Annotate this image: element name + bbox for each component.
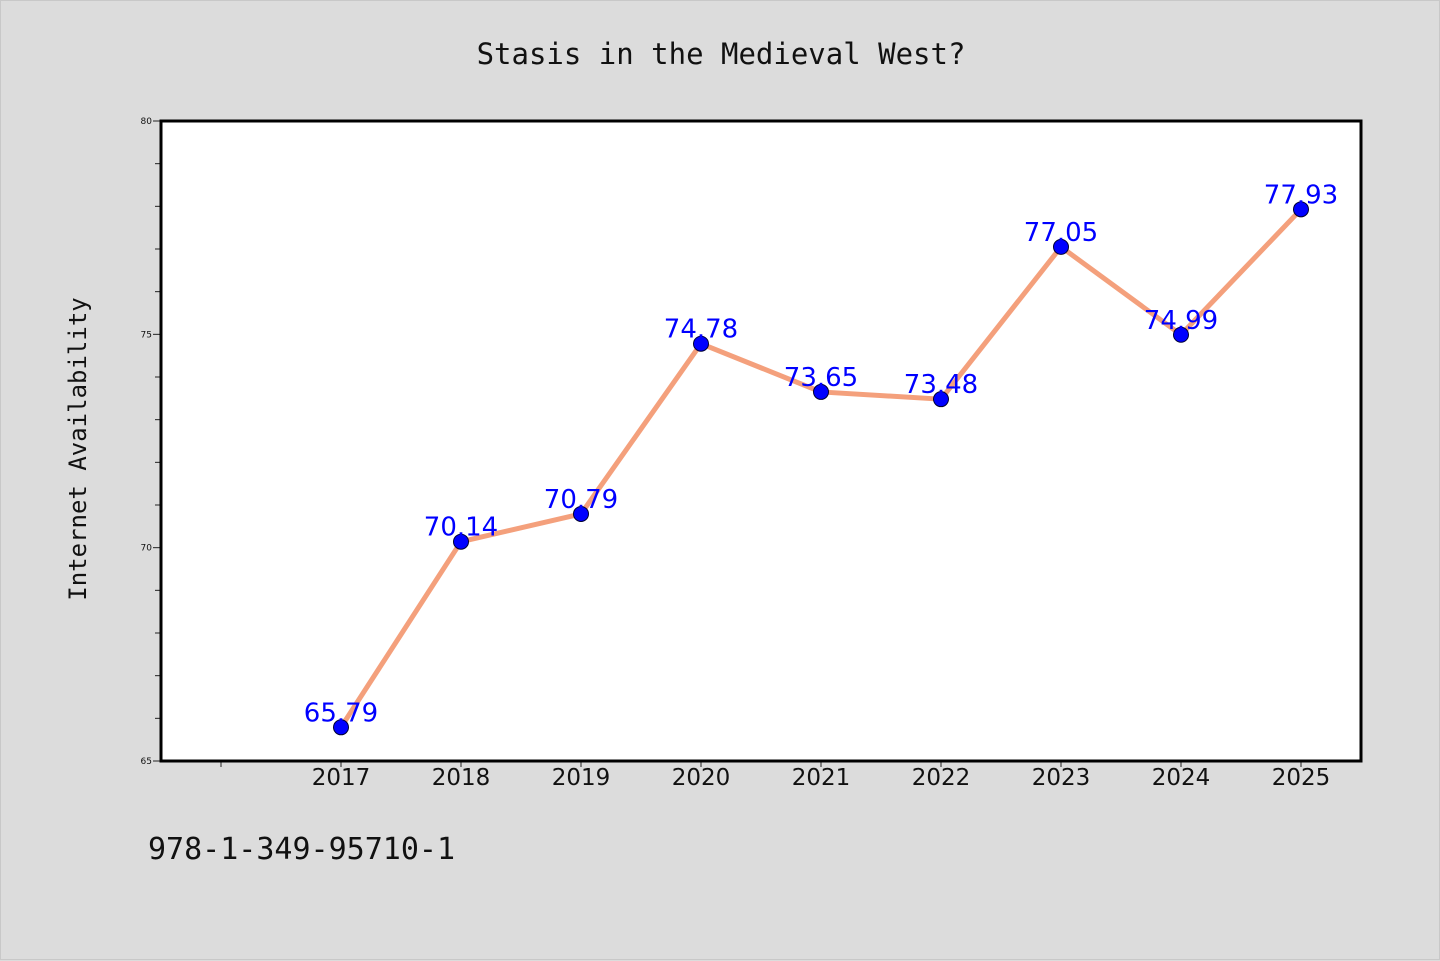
x-tick-label: 2023 [1032,765,1091,791]
x-tick-label: 2025 [1272,765,1331,791]
x-tick-label: 2022 [912,765,971,791]
data-point [1173,326,1189,343]
plot-background [161,121,1361,761]
chart-title: Stasis in the Medieval West? [477,37,966,71]
data-point [693,335,709,352]
x-tick-label: 2017 [312,765,371,791]
data-label: 77.93 [1264,180,1338,210]
data-label: 65.79 [304,698,378,728]
y-tick-label: 65 [141,757,152,767]
y-tick-label: 70 [141,544,153,554]
isbn-code: 978-1-349-95710-1 [148,832,456,867]
data-point [1293,201,1309,218]
data-point [333,719,349,736]
data-label: 74.99 [1144,306,1218,336]
data-label: 73.48 [904,370,978,400]
data-label: 70.79 [544,485,618,515]
data-point [933,391,949,408]
y-axis-label: Internet Availability [64,297,92,600]
y-tick-label: 75 [141,330,152,340]
x-tick-label: 2020 [672,765,731,791]
data-point [1053,238,1069,255]
data-label: 73.65 [784,363,858,393]
plot-border [159,119,1363,763]
x-tick-label: 2018 [432,765,491,791]
x-tick-label: 2024 [1152,765,1211,791]
x-tick-label: 2019 [552,765,611,791]
y-tick-label: 80 [141,117,153,127]
plot-area: 65 70 75 80 2017 2018 2019 2020 2021 2022 2023 2024… [141,117,1363,791]
data-label: 77.05 [1024,218,1098,248]
data-label: 74.78 [664,315,738,345]
data-point [573,505,589,522]
x-tick-label: 2021 [792,765,851,791]
data-point [813,383,829,400]
data-label: 70.14 [424,513,498,543]
data-point [453,533,469,550]
